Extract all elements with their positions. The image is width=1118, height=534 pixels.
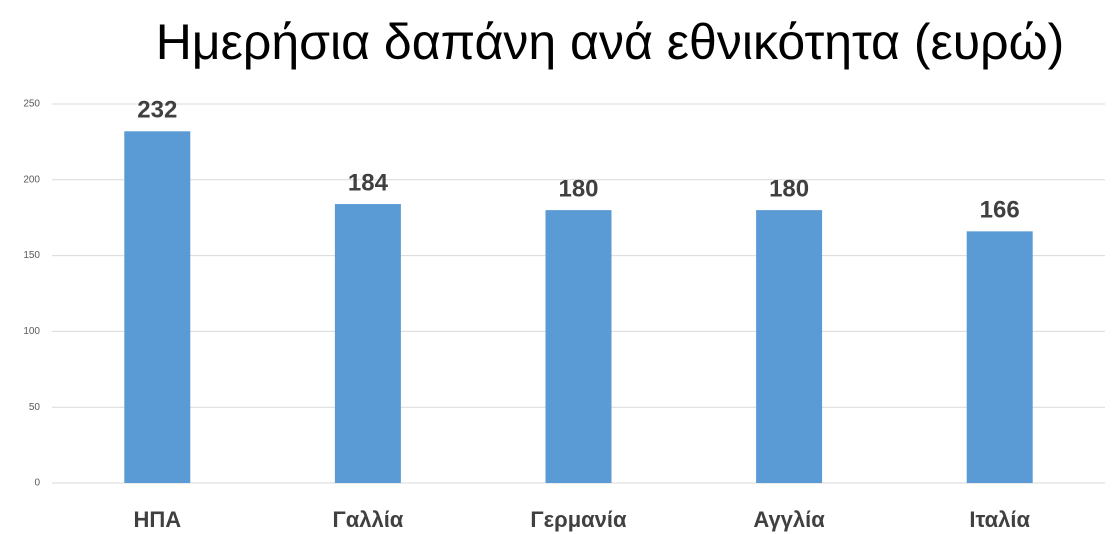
data-label: 180 bbox=[769, 175, 809, 202]
data-label: 166 bbox=[980, 197, 1020, 224]
data-label: 180 bbox=[558, 175, 598, 202]
bar bbox=[966, 231, 1033, 483]
bar bbox=[545, 210, 612, 483]
bar bbox=[334, 204, 401, 483]
bar bbox=[124, 131, 191, 483]
y-tick-label: 200 bbox=[23, 174, 40, 185]
y-tick-label: 100 bbox=[23, 326, 40, 337]
data-label: 184 bbox=[348, 169, 389, 196]
x-tick-label: Αγγλία bbox=[753, 507, 825, 532]
data-label: 232 bbox=[137, 97, 177, 124]
x-tick-label: Γαλλία bbox=[332, 507, 403, 532]
y-tick-label: 150 bbox=[23, 250, 40, 261]
y-tick-label: 0 bbox=[34, 478, 40, 489]
x-tick-label: ΗΠΑ bbox=[133, 507, 181, 532]
x-tick-label: Γερμανία bbox=[530, 507, 627, 532]
chart-title: Ημερήσια δαπάνη ανά εθνικότητα (ευρώ) bbox=[156, 14, 1065, 70]
y-tick-label: 50 bbox=[29, 402, 41, 413]
x-tick-label: Ιταλία bbox=[969, 507, 1030, 532]
y-tick-label: 250 bbox=[23, 99, 40, 110]
bar bbox=[756, 210, 823, 483]
